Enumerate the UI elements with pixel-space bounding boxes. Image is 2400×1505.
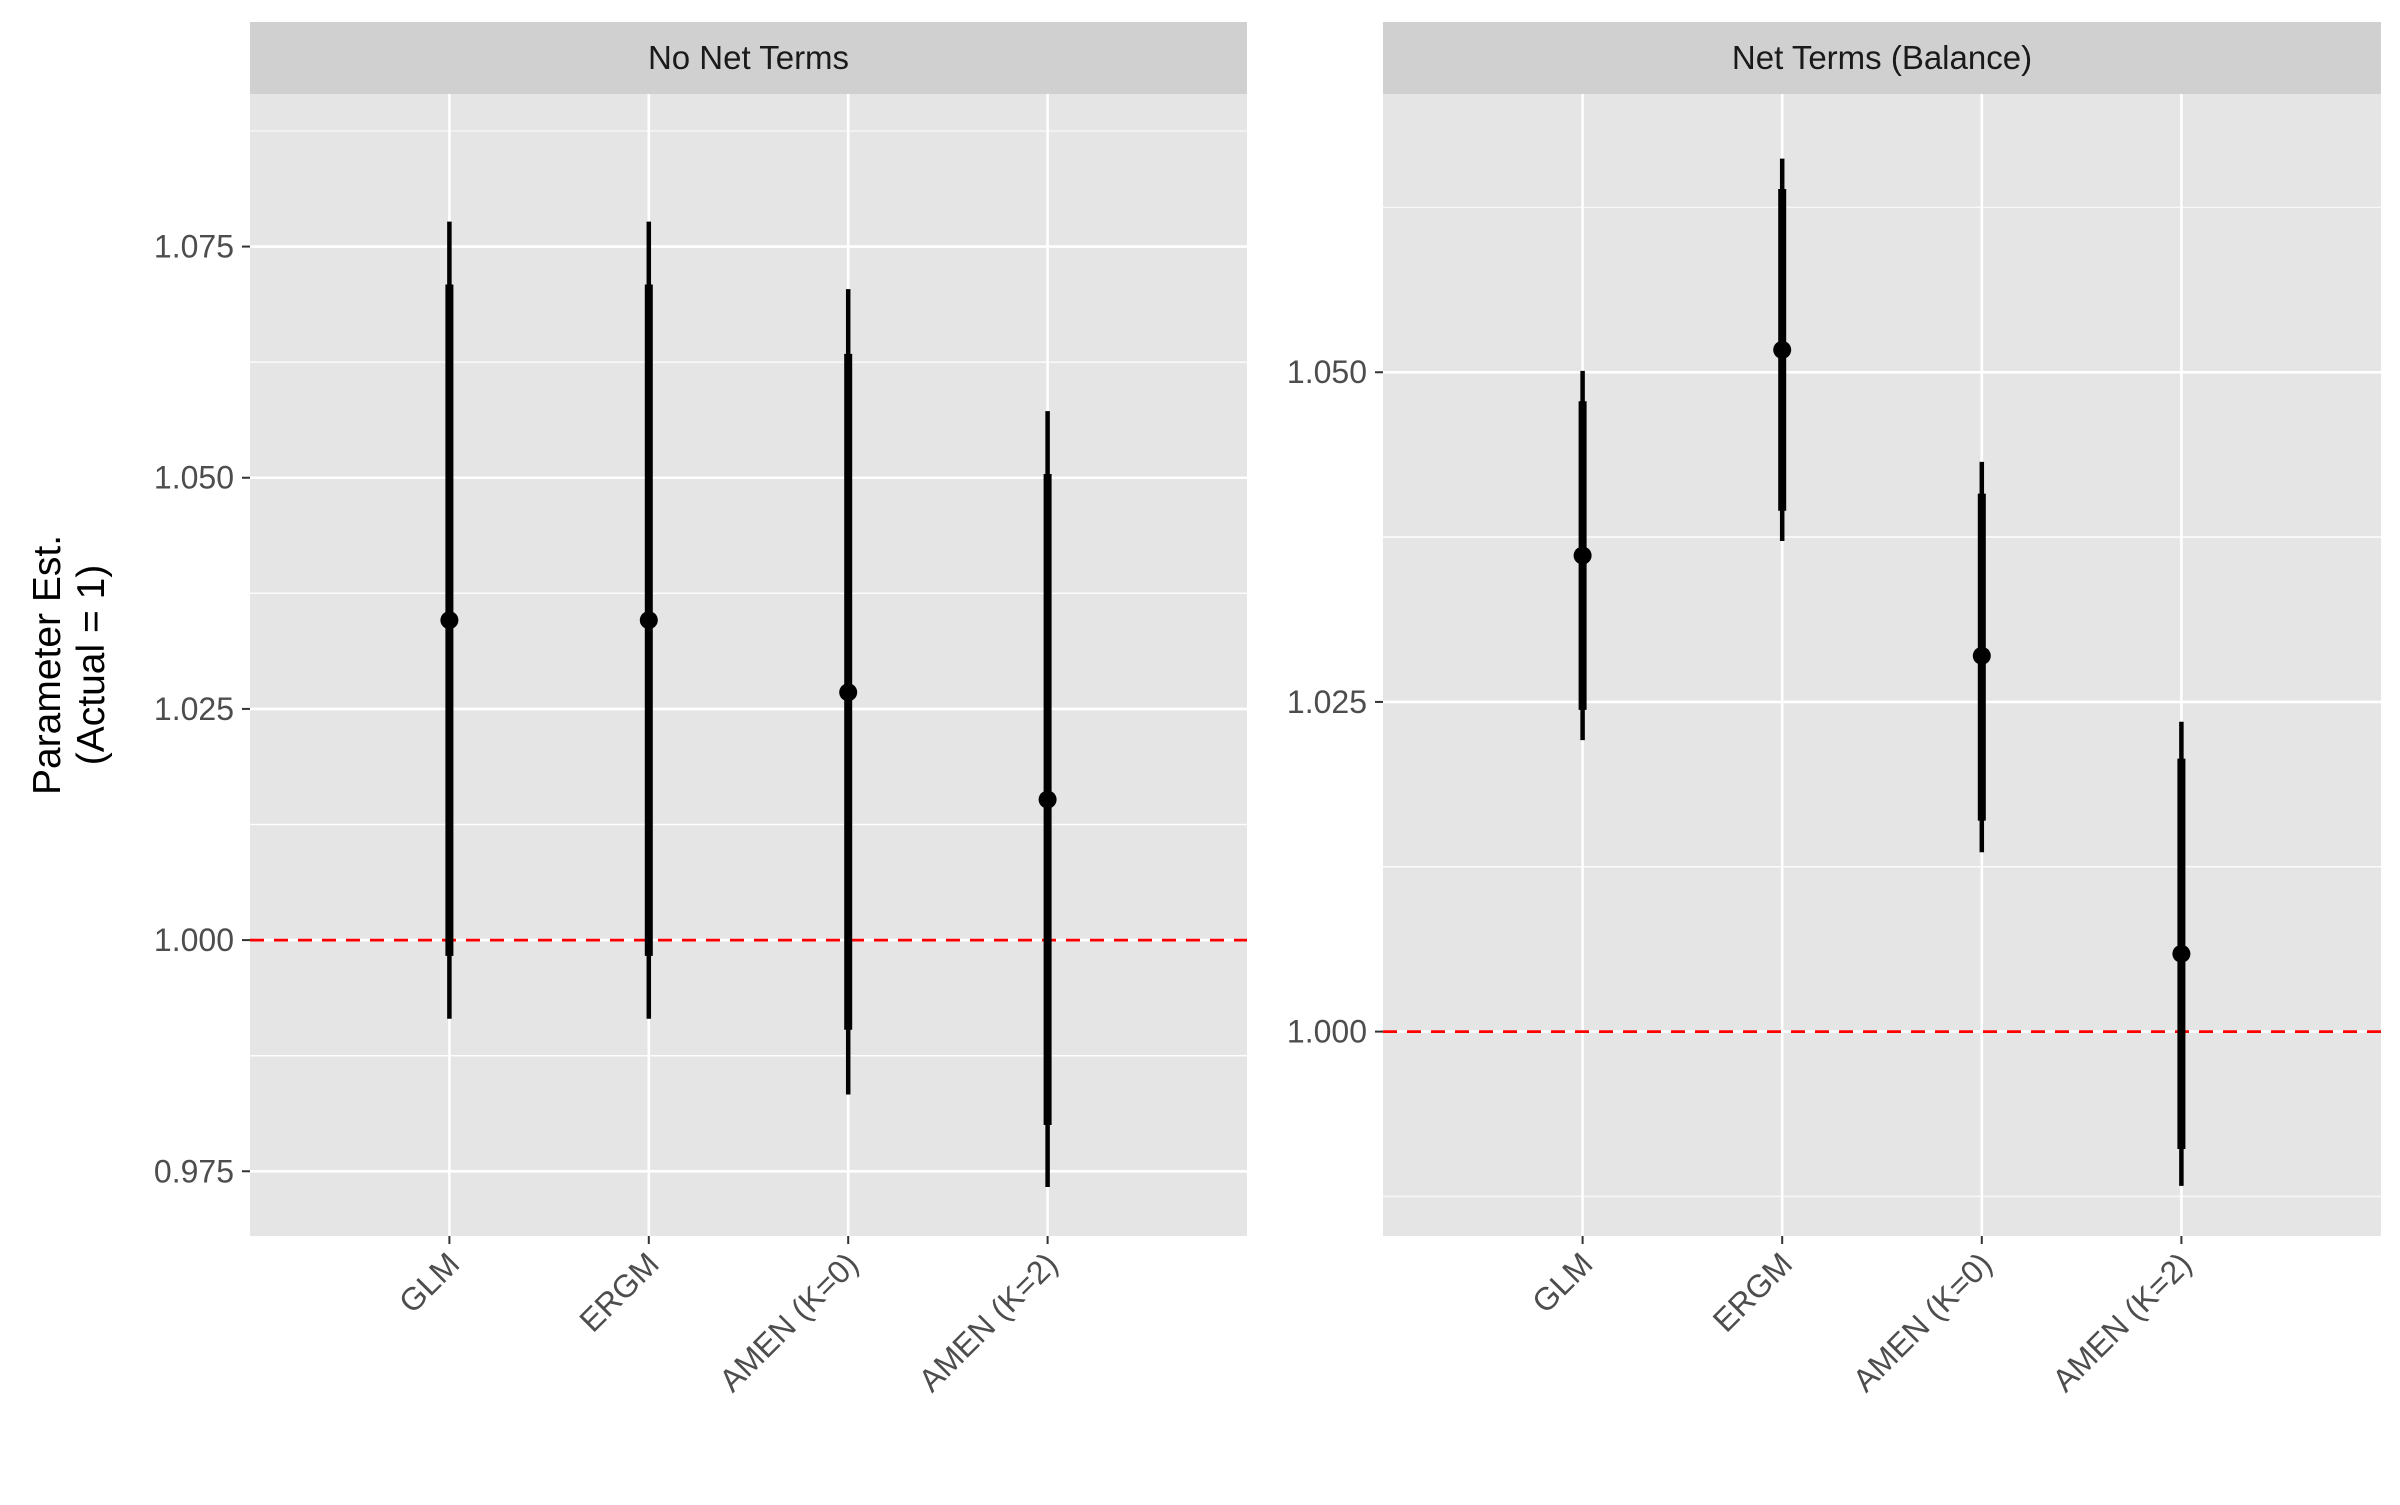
facet-2: Net Terms (Balance) 1.000 1.025 1.050 GLM ERG… [1287,22,2381,1399]
y-axis-title-line: (Actual = 1) [70,565,113,766]
estimate-point [1972,646,1991,665]
x-tick-label: AMEN (K=2) [911,1245,1064,1398]
estimate-point [639,611,658,630]
panel-background [1383,94,2381,1236]
facet-strip [250,22,1247,94]
y-axis-title: Parameter Est.(Actual = 1) [26,535,113,795]
estimate-point [1038,790,1057,809]
x-tick-label: GLM [1525,1245,1599,1319]
y-tick-label: 1.000 [1287,1014,1367,1050]
x-tick-label: GLM [392,1245,466,1319]
estimate-point [1573,546,1592,565]
facet-strip [1383,22,2381,94]
panel-background [250,94,1247,1236]
y-tick-label: 1.000 [154,922,234,958]
x-tick-label: AMEN (K=0) [1846,1245,1999,1398]
facet-title: No Net Terms [648,39,849,76]
estimate-point [1773,340,1792,359]
facet-title: Net Terms (Balance) [1732,39,2032,76]
y-tick-label: 1.025 [1287,684,1367,720]
estimate-point [2172,944,2191,963]
y-tick-label: 1.050 [154,460,234,496]
y-tick-label: 1.025 [154,691,234,727]
y-tick-label: 1.050 [1287,354,1367,390]
y-tick-label: 0.975 [154,1153,234,1189]
y-axis-title-line: Parameter Est. [26,535,69,795]
x-tick-label: ERGM [572,1245,665,1338]
estimate-point [839,683,858,702]
y-tick-label: 1.075 [154,229,234,265]
x-tick-label: AMEN (K=0) [712,1245,865,1398]
estimate-point [440,611,459,630]
x-tick-label: AMEN (K=2) [2045,1245,2198,1398]
x-tick-label: ERGM [1706,1245,1799,1338]
facet-1: No Net Terms 0.975 1.000 1.025 1.050 1.075 GLM… [154,22,1247,1399]
